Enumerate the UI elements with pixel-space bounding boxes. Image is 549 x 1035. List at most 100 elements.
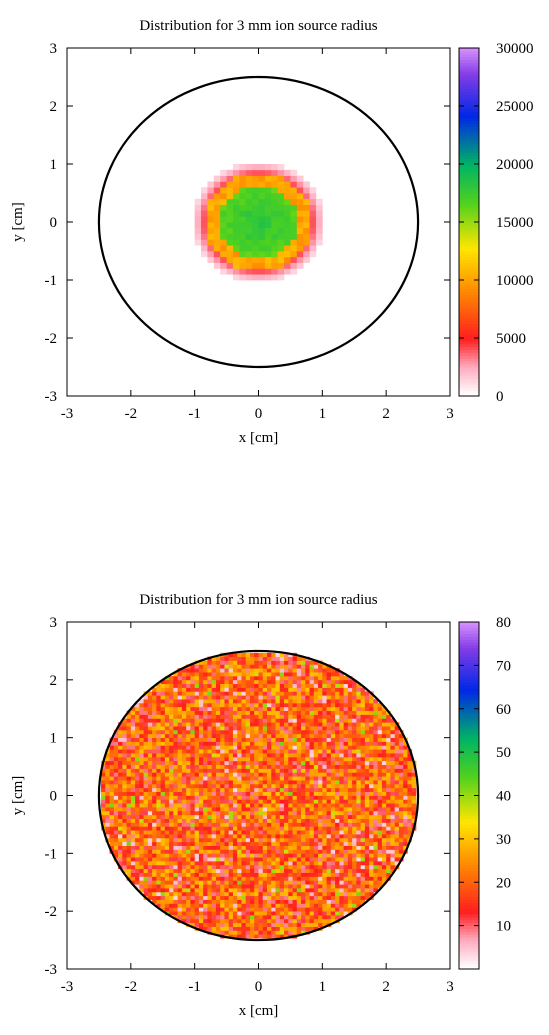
heatmap-cell [271, 274, 278, 281]
heatmap-cell [143, 776, 149, 781]
heatmap-cell [203, 783, 208, 789]
heatmap-cell [343, 787, 349, 792]
heatmap-cell [369, 849, 374, 854]
heatmap-cell [258, 749, 264, 754]
heatmap-cell [232, 741, 238, 746]
heatmap-cell [275, 660, 281, 665]
heatmap-cell [113, 834, 119, 839]
heatmap-cell [318, 822, 323, 827]
heatmap-cell [284, 911, 289, 916]
heatmap-cell [109, 783, 115, 789]
heatmap-cell [245, 683, 251, 688]
heatmap-cell [152, 706, 157, 712]
heatmap-cell [301, 726, 306, 731]
heatmap-cell [262, 814, 268, 819]
heatmap-cell [254, 795, 259, 800]
heatmap-cell [190, 876, 196, 881]
heatmap-cell [277, 210, 285, 217]
heatmap-cell [220, 822, 225, 827]
heatmap-cell [339, 807, 344, 812]
heatmap-cell [305, 741, 310, 746]
heatmap-cell [126, 837, 132, 843]
heatmap-cell [326, 722, 332, 727]
heatmap-cell [275, 683, 281, 688]
heatmap-cell [254, 799, 259, 804]
heatmap-cell [347, 699, 353, 704]
heatmap-cell [284, 922, 289, 927]
colorbar-swatch [459, 108, 479, 113]
heatmap-cell [271, 822, 276, 827]
heatmap-cell [135, 783, 140, 789]
heatmap-cell [245, 841, 251, 846]
heatmap-cell [296, 857, 302, 862]
heatmap-cell [262, 756, 268, 762]
heatmap-cell [135, 756, 140, 762]
heatmap-cell [152, 814, 157, 819]
heatmap-cell [390, 791, 396, 796]
heatmap-cell [143, 787, 149, 792]
x-tick-label: 3 [446, 406, 454, 422]
heatmap-cell [232, 164, 240, 171]
heatmap-cell [326, 776, 332, 781]
heatmap-cell [198, 695, 204, 700]
heatmap-cell [194, 227, 202, 234]
heatmap-cell [343, 783, 349, 789]
heatmap-cell [181, 868, 187, 873]
heatmap-cell [152, 749, 157, 754]
heatmap-cell [279, 695, 285, 700]
heatmap-cell [232, 656, 238, 661]
heatmap-cell [262, 791, 268, 796]
heatmap-cell [326, 780, 332, 785]
heatmap-cell [271, 245, 278, 252]
heatmap-cell [335, 722, 340, 727]
heatmap-cell [118, 791, 123, 796]
heatmap-cell [245, 849, 251, 854]
heatmap-cell [335, 756, 340, 762]
heatmap-cell [215, 795, 221, 800]
heatmap-cell [113, 756, 119, 762]
heatmap-cell [407, 803, 413, 808]
heatmap-cell [135, 714, 140, 719]
x-axis-label: x [cm] [239, 1003, 279, 1019]
heatmap-cell [173, 837, 178, 843]
heatmap-cell [343, 726, 349, 731]
heatmap-cell [241, 895, 247, 900]
colorbar-swatch [459, 390, 479, 394]
heatmap-cell [169, 903, 174, 908]
colorbar-swatch [459, 372, 479, 377]
heatmap-cell [303, 198, 310, 205]
heatmap-cell [135, 849, 140, 854]
heatmap-cell [190, 764, 196, 769]
heatmap-cell [267, 868, 272, 873]
heatmap-cell [381, 722, 387, 727]
heatmap-cell [173, 830, 178, 835]
heatmap-cell [296, 849, 302, 854]
heatmap-cell [318, 718, 323, 723]
heatmap-cell [254, 722, 259, 727]
heatmap-cell [207, 756, 213, 762]
heatmap-cell [284, 818, 289, 823]
heatmap-cell [309, 826, 315, 831]
heatmap-cell [313, 683, 319, 688]
heatmap-cell [347, 745, 353, 750]
heatmap-cell [109, 760, 115, 766]
heatmap-cell [232, 807, 238, 812]
heatmap-cell [152, 722, 157, 727]
colorbar-swatch [459, 227, 479, 232]
heatmap-cell [330, 772, 336, 777]
heatmap-cell [271, 876, 276, 881]
boundary-circle [97, 649, 420, 942]
heatmap-cell [181, 830, 187, 835]
heatmap-cell [275, 903, 281, 908]
heatmap-cell [335, 861, 340, 866]
heatmap-cell [356, 760, 361, 766]
heatmap-cell [156, 683, 161, 688]
colorbar-swatch [459, 91, 479, 95]
heatmap-cell [284, 664, 289, 669]
heatmap-cell [330, 891, 336, 897]
heatmap-cell [322, 687, 327, 692]
heatmap-cell [292, 799, 298, 804]
heatmap-cell [173, 807, 178, 812]
heatmap-cell [386, 822, 391, 827]
heatmap-cell [177, 895, 183, 900]
